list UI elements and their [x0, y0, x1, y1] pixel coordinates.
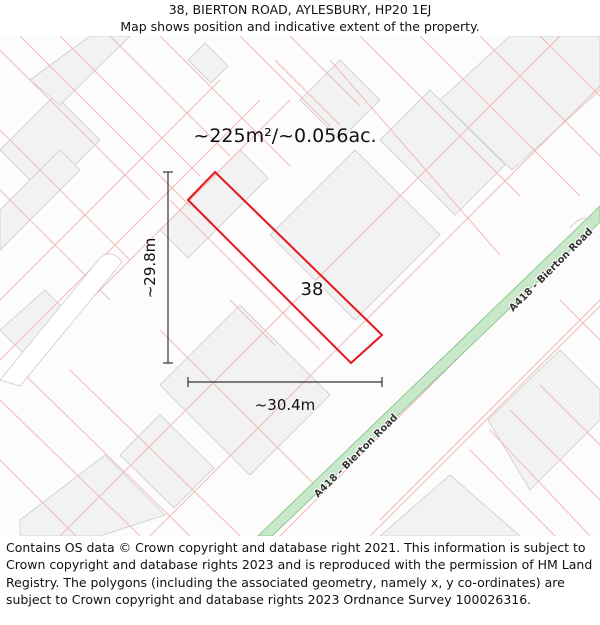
property-map[interactable]: A418 - Bierton Road A418 - Bierton Road … — [0, 36, 600, 536]
map-header: 38, BIERTON ROAD, AYLESBURY, HP20 1EJ Ma… — [0, 0, 600, 37]
map-description: Map shows position and indicative extent… — [120, 19, 480, 34]
buildings-layer — [0, 36, 600, 536]
property-address: 38, BIERTON ROAD, AYLESBURY, HP20 1EJ — [168, 2, 432, 17]
plot-number: 38 — [301, 279, 324, 300]
road-label-upper: A418 - Bierton Road — [507, 226, 595, 314]
copyright-attribution: Contains OS data © Crown copyright and d… — [6, 540, 593, 607]
parcel-lines-layer — [0, 36, 600, 536]
width-dimension-label: ~30.4m — [255, 396, 316, 414]
area-label: ~225m²/~0.056ac. — [193, 125, 376, 147]
road-label-lower: A418 - Bierton Road — [312, 412, 400, 500]
road-a418 — [0, 205, 600, 536]
property-boundary[interactable] — [186, 170, 384, 365]
height-dimension-line — [163, 171, 173, 364]
height-dimension-label: ~29.8m — [141, 238, 159, 299]
width-dimension-line — [187, 377, 383, 387]
